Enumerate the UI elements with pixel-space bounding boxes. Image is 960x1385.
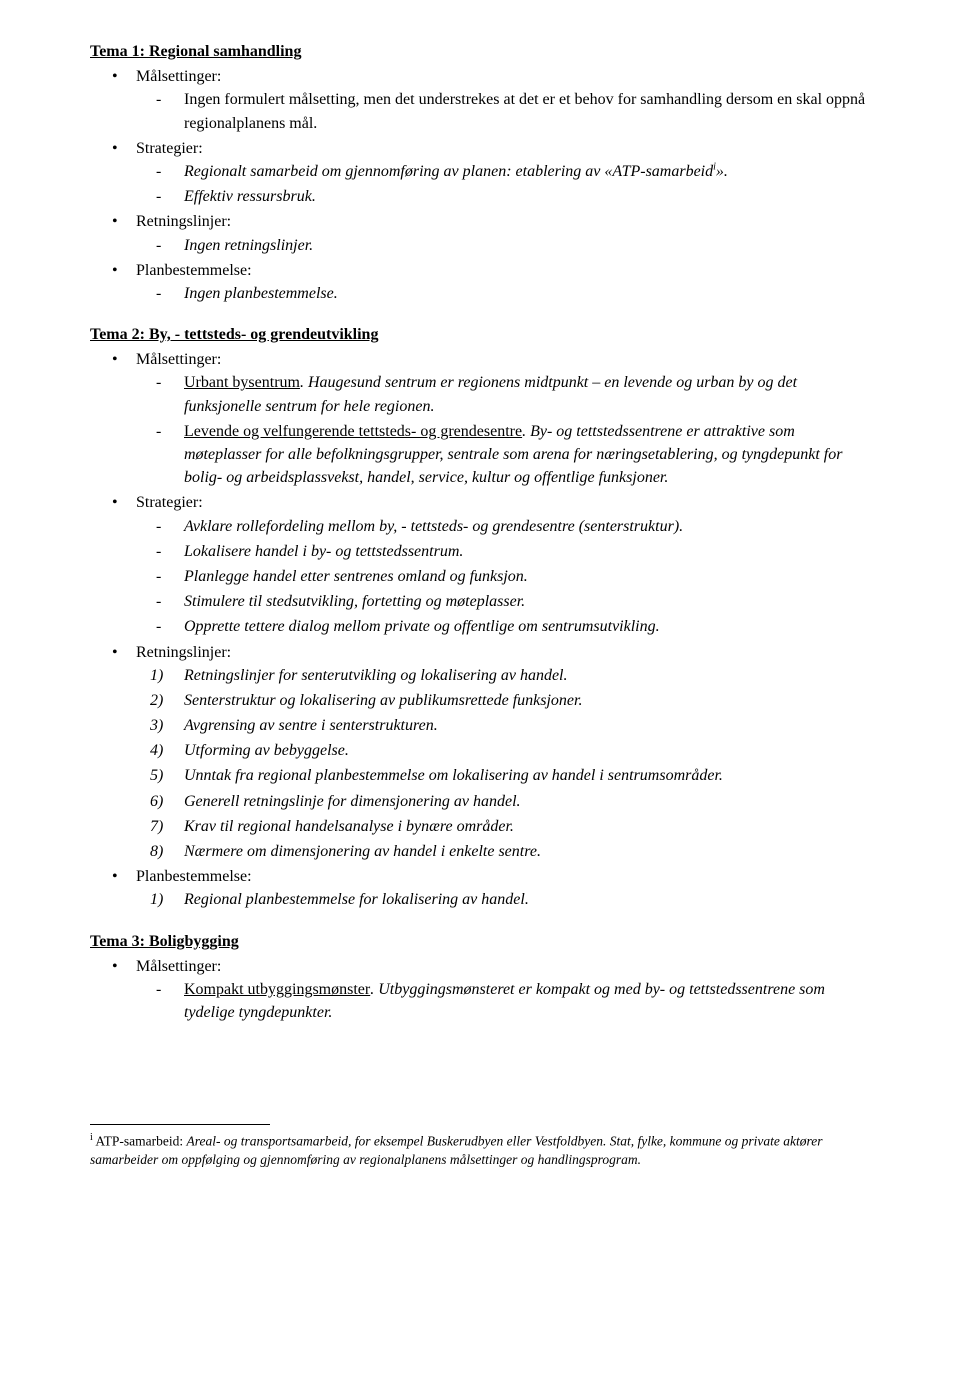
tema2-strat-item: Avklare rollefordeling mellom by, - tett… bbox=[184, 515, 870, 538]
tema1-strat-item: Regionalt samarbeid om gjennomføring av … bbox=[184, 160, 870, 183]
tema1-planbestemmelse: Planbestemmelse: Ingen planbestemmelse. bbox=[136, 259, 870, 305]
label-retningslinjer: Retningslinjer: bbox=[136, 644, 231, 661]
tema2-retn-item: 3)Avgrensing av sentre i senterstrukture… bbox=[184, 714, 870, 737]
tema3-bullets: Målsettinger: Kompakt utbyggingsmønster.… bbox=[90, 955, 870, 1025]
tema1-mal: Målsettinger: Ingen formulert målsetting… bbox=[136, 65, 870, 135]
tema2-retn-item: 5)Unntak fra regional planbestemmelse om… bbox=[184, 764, 870, 787]
label-malsettinger: Målsettinger: bbox=[136, 958, 221, 975]
tema2-retn-item: 2)Senterstruktur og lokalisering av publ… bbox=[184, 689, 870, 712]
tema1-plan-list: Ingen planbestemmelse. bbox=[136, 282, 870, 305]
tema2-mal-item: Urbant bysentrum. Haugesund sentrum er r… bbox=[184, 371, 870, 417]
tema2-retn-list: 1)Retningslinjer for senterutvikling og … bbox=[136, 664, 870, 864]
tema3-mal: Målsettinger: Kompakt utbyggingsmønster.… bbox=[136, 955, 870, 1025]
tema1-mal-item: Ingen formulert målsetting, men det unde… bbox=[184, 88, 870, 134]
footnote-separator bbox=[90, 1124, 270, 1125]
tema2-plan-item: 1)Regional planbestemmelse for lokaliser… bbox=[184, 888, 870, 911]
tema1-title: Tema 1: Regional samhandling bbox=[90, 40, 870, 63]
tema1-retningslinjer: Retningslinjer: Ingen retningslinjer. bbox=[136, 210, 870, 256]
label-planbestemmelse: Planbestemmelse: bbox=[136, 262, 252, 279]
tema1-retn-item: Ingen retningslinjer. bbox=[184, 234, 870, 257]
tema1-bullets: Målsettinger: Ingen formulert målsetting… bbox=[90, 65, 870, 305]
tema3-section: Tema 3: Boligbygging Målsettinger: Kompa… bbox=[90, 930, 870, 1025]
tema2-section: Tema 2: By, - tettsteds- og grendeutvikl… bbox=[90, 323, 870, 912]
tema2-bullets: Målsettinger: Urbant bysentrum. Haugesun… bbox=[90, 348, 870, 911]
tema2-mal-item: Levende og velfungerende tettsteds- og g… bbox=[184, 420, 870, 490]
tema2-title: Tema 2: By, - tettsteds- og grendeutvikl… bbox=[90, 323, 870, 346]
label-strategier: Strategier: bbox=[136, 494, 203, 511]
tema2-retn-item: 6)Generell retningslinje for dimensjoner… bbox=[184, 790, 870, 813]
tema1-strat-item: Effektiv ressursbruk. bbox=[184, 185, 870, 208]
tema2-strat-item: Planlegge handel etter sentrenes omland … bbox=[184, 565, 870, 588]
tema2-retn-item: 1)Retningslinjer for senterutvikling og … bbox=[184, 664, 870, 687]
tema2-strategier: Strategier: Avklare rollefordeling mello… bbox=[136, 491, 870, 638]
tema2-strat-item: Stimulere til stedsutvikling, fortetting… bbox=[184, 590, 870, 613]
tema2-retn-item: 4)Utforming av bebyggelse. bbox=[184, 739, 870, 762]
label-planbestemmelse: Planbestemmelse: bbox=[136, 868, 252, 885]
tema2-retn-item: 8)Nærmere om dimensjonering av handel i … bbox=[184, 840, 870, 863]
label-strategier: Strategier: bbox=[136, 140, 203, 157]
label-retningslinjer: Retningslinjer: bbox=[136, 213, 231, 230]
tema1-mal-list: Ingen formulert målsetting, men det unde… bbox=[136, 88, 870, 134]
tema2-retn-item: 7)Krav til regional handelsanalyse i byn… bbox=[184, 815, 870, 838]
tema2-strat-item: Lokalisere handel i by- og tettstedssent… bbox=[184, 540, 870, 563]
tema1-plan-item: Ingen planbestemmelse. bbox=[184, 282, 870, 305]
tema2-strat-item: Opprette tettere dialog mellom private o… bbox=[184, 615, 870, 638]
tema1-strategier: Strategier: Regionalt samarbeid om gjenn… bbox=[136, 137, 870, 209]
tema2-planbestemmelse: Planbestemmelse: 1)Regional planbestemme… bbox=[136, 865, 870, 911]
tema2-mal: Målsettinger: Urbant bysentrum. Haugesun… bbox=[136, 348, 870, 489]
tema3-mal-item: Kompakt utbyggingsmønster. Utbyggingsmøn… bbox=[184, 978, 870, 1024]
tema2-plan-list: 1)Regional planbestemmelse for lokaliser… bbox=[136, 888, 870, 911]
tema1-section: Tema 1: Regional samhandling Målsettinge… bbox=[90, 40, 870, 305]
footnote: i ATP-samarbeid: Areal- og transportsama… bbox=[90, 1131, 870, 1169]
tema3-mal-list: Kompakt utbyggingsmønster. Utbyggingsmøn… bbox=[136, 978, 870, 1024]
tema1-retn-list: Ingen retningslinjer. bbox=[136, 234, 870, 257]
label-malsettinger: Målsettinger: bbox=[136, 351, 221, 368]
tema3-title: Tema 3: Boligbygging bbox=[90, 930, 870, 953]
tema2-mal-list: Urbant bysentrum. Haugesund sentrum er r… bbox=[136, 371, 870, 489]
tema2-retningslinjer: Retningslinjer: 1)Retningslinjer for sen… bbox=[136, 641, 870, 864]
tema1-strat-list: Regionalt samarbeid om gjennomføring av … bbox=[136, 160, 870, 208]
tema2-strat-list: Avklare rollefordeling mellom by, - tett… bbox=[136, 515, 870, 639]
label-malsettinger: Målsettinger: bbox=[136, 68, 221, 85]
